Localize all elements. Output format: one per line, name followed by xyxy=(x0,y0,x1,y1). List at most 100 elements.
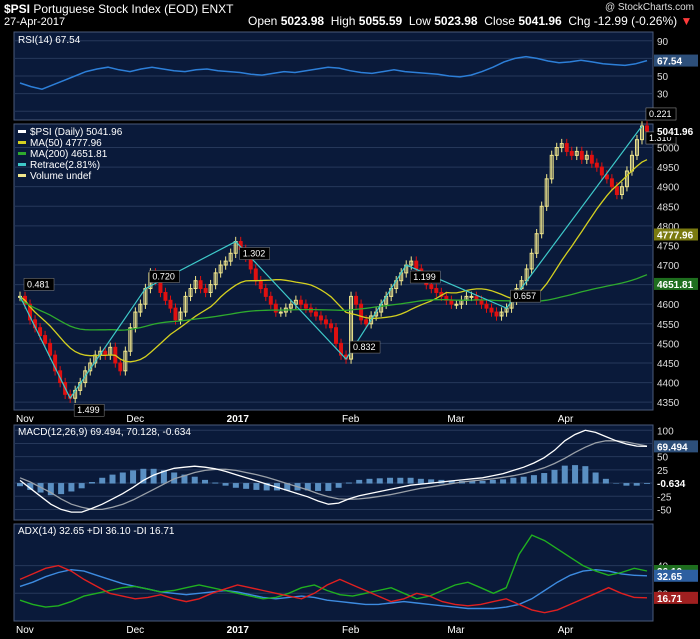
macd-histogram-bar xyxy=(27,483,34,490)
candle-body xyxy=(579,150,584,160)
macd-histogram-bar xyxy=(47,483,54,496)
x-axis-label: 2017 xyxy=(227,414,250,425)
adx-panel xyxy=(13,523,654,622)
price-axis-tick-label: 4600 xyxy=(657,300,680,311)
candle-body xyxy=(138,303,143,313)
candle-body xyxy=(43,335,48,344)
candle-body xyxy=(48,342,53,356)
candle-body xyxy=(479,299,484,305)
candle-body xyxy=(323,319,328,325)
price-last-value: 4651.81 xyxy=(657,280,694,291)
candle-body xyxy=(529,252,534,270)
macd-histogram-bar xyxy=(325,483,332,491)
symbol: $PSI xyxy=(4,2,31,16)
rsi-axis-tick-label: 50 xyxy=(657,72,669,83)
retrace-label: 1.310 xyxy=(649,133,672,143)
price-legend-swatch xyxy=(18,130,26,133)
macd-histogram-bar xyxy=(284,483,291,491)
candle-body xyxy=(489,307,494,313)
candle-body xyxy=(624,170,629,188)
candle-body xyxy=(298,299,303,305)
macd-histogram-bar xyxy=(376,478,383,484)
retrace-label: 0.481 xyxy=(27,279,50,289)
candle-body xyxy=(53,354,58,372)
macd-histogram-bar xyxy=(356,479,363,484)
macd-histogram-bar xyxy=(500,479,507,484)
macd-histogram-bar xyxy=(510,477,517,484)
macd-histogram-bar xyxy=(561,465,568,484)
macd-axis-tick-label: 25 xyxy=(657,466,669,477)
x-axis-label: Dec xyxy=(126,414,144,425)
candle-body xyxy=(645,125,649,132)
exchange: ENXT xyxy=(201,2,234,16)
candle-body xyxy=(28,303,33,321)
macd-histogram-bar xyxy=(253,483,260,490)
macd-histogram-bar xyxy=(140,468,147,484)
price-axis-tick-label: 4750 xyxy=(657,241,680,252)
macd-histogram-bar xyxy=(99,477,106,484)
macd-histogram-bar xyxy=(417,478,424,484)
macd-histogram-bar xyxy=(602,478,609,484)
candle-body xyxy=(128,327,133,352)
candle-body xyxy=(554,147,559,156)
candle-body xyxy=(223,260,228,266)
candle-body xyxy=(178,311,183,321)
price-axis-tick-label: 4850 xyxy=(657,202,680,213)
macd-histogram-bar xyxy=(119,472,126,484)
macd-histogram-bar xyxy=(592,472,599,484)
candle-body xyxy=(549,154,554,180)
macd-signal-line xyxy=(19,440,648,511)
candle-body xyxy=(288,303,293,309)
macd-histogram-bar xyxy=(304,483,311,491)
retrace-label-box xyxy=(409,270,441,284)
candle-body xyxy=(313,311,318,317)
x-axis-label: Nov xyxy=(16,414,34,425)
candle-body xyxy=(83,370,88,384)
macd-histogram-bar xyxy=(623,483,630,486)
candle-body xyxy=(619,186,624,196)
macd-axis-tick-label: 50 xyxy=(657,453,669,464)
candle-body xyxy=(334,327,339,344)
price-axis-tick-label: 4350 xyxy=(657,398,680,409)
macd-histogram-bar xyxy=(58,483,65,495)
retrace-label-box xyxy=(349,340,381,354)
candle-body xyxy=(228,252,233,262)
retrace-label-box xyxy=(23,278,55,291)
x-axis-label-bottom: Dec xyxy=(126,625,144,636)
candle-body xyxy=(499,311,504,317)
candle-body xyxy=(213,272,218,286)
macd-histogram-bar xyxy=(109,474,116,484)
rsi-last-value: 67.54 xyxy=(657,57,682,68)
candle-body xyxy=(429,284,434,290)
price-axis-tick-label: 4700 xyxy=(657,261,680,272)
macd-histogram-bar xyxy=(469,480,476,484)
price-axis-tick-label: 4400 xyxy=(657,379,680,390)
candle-body xyxy=(133,311,138,329)
macd-histogram-bar xyxy=(17,483,23,487)
price-legend-swatch xyxy=(18,152,26,155)
low-value: 5023.98 xyxy=(434,14,478,28)
adx-last-value: 16.71 xyxy=(657,594,682,605)
macd-histogram-bar xyxy=(263,483,270,491)
candle-body xyxy=(589,154,594,164)
candle-body xyxy=(198,280,203,290)
candle-body xyxy=(103,350,108,356)
price-legend-swatch xyxy=(18,163,26,166)
macd-axis-tick-label: 100 xyxy=(657,426,674,437)
candle-body xyxy=(604,174,609,180)
price-axis-tick-label: 4450 xyxy=(657,359,680,370)
candle-body xyxy=(559,143,564,149)
candle-body xyxy=(118,362,123,372)
candle-body xyxy=(364,319,369,325)
candle-body xyxy=(168,299,173,309)
macd-histogram-bar xyxy=(130,470,137,484)
x-axis-label-bottom: Feb xyxy=(342,625,360,636)
adx-last-value-box xyxy=(654,569,698,582)
price-axis-tick-label: 5000 xyxy=(657,144,680,155)
candle-body xyxy=(163,291,168,301)
chart-date: 27-Apr-2017 xyxy=(4,16,66,28)
candle-body xyxy=(38,327,43,337)
macd-histogram-bar xyxy=(397,477,404,484)
rsi-axis-tick-label: 90 xyxy=(657,37,669,48)
